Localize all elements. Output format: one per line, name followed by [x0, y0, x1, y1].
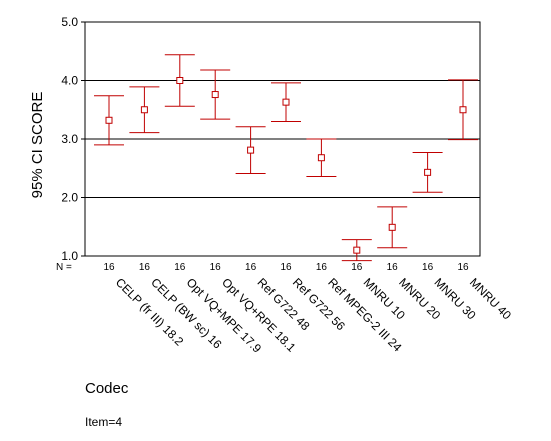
n-row: N = 16 16 16 16 16 16 16 16 16 16 16: [56, 262, 469, 273]
mean-marker: [282, 98, 290, 106]
error-bar: [341, 239, 372, 262]
n-value: 16: [422, 262, 434, 273]
error-bar: [412, 151, 443, 193]
y-tick-label: 1.0: [61, 249, 78, 263]
x-axis-label: Codec: [85, 380, 129, 397]
mean-marker: [424, 168, 432, 176]
error-bar: [271, 82, 301, 122]
error-bar: [306, 138, 337, 177]
error-bar: [377, 206, 408, 249]
n-value: 16: [280, 262, 292, 273]
y-tick-label: 5.0: [61, 15, 78, 29]
item-note: Item=4: [85, 415, 123, 429]
mean-marker: [459, 106, 467, 114]
y-axis-label: 95% CI SCORE: [29, 92, 46, 199]
y-tick-label: 4.0: [61, 74, 78, 88]
n-value: 16: [174, 262, 186, 273]
y-tick-label: 3.0: [61, 132, 78, 146]
mean-marker: [176, 77, 184, 84]
error-bar: [235, 126, 266, 175]
error-bars: [94, 54, 478, 262]
mean-marker: [388, 223, 396, 231]
n-value: 16: [351, 262, 363, 273]
mean-marker: [211, 91, 219, 99]
n-row-label: N =: [56, 262, 72, 273]
n-value: 16: [139, 262, 151, 273]
error-bar: [200, 69, 231, 120]
mean-marker: [140, 106, 148, 114]
n-value: 16: [210, 262, 222, 273]
n-value: 16: [103, 262, 115, 273]
mean-marker: [247, 146, 255, 154]
error-bar: [129, 86, 160, 134]
mean-marker: [317, 154, 325, 162]
n-value: 16: [245, 262, 257, 273]
reference-lines: [85, 80, 480, 198]
error-bar: [164, 54, 195, 107]
mean-marker: [105, 116, 113, 124]
n-value: 16: [316, 262, 328, 273]
n-value: 16: [457, 262, 469, 273]
error-bar: [448, 79, 478, 141]
mean-marker: [353, 246, 361, 254]
n-value: 16: [387, 262, 399, 273]
y-tick-label: 2.0: [61, 191, 78, 205]
error-bar: [94, 95, 124, 146]
y-axis-ticks: 1.0 2.0 3.0 4.0 5.0: [61, 15, 85, 263]
